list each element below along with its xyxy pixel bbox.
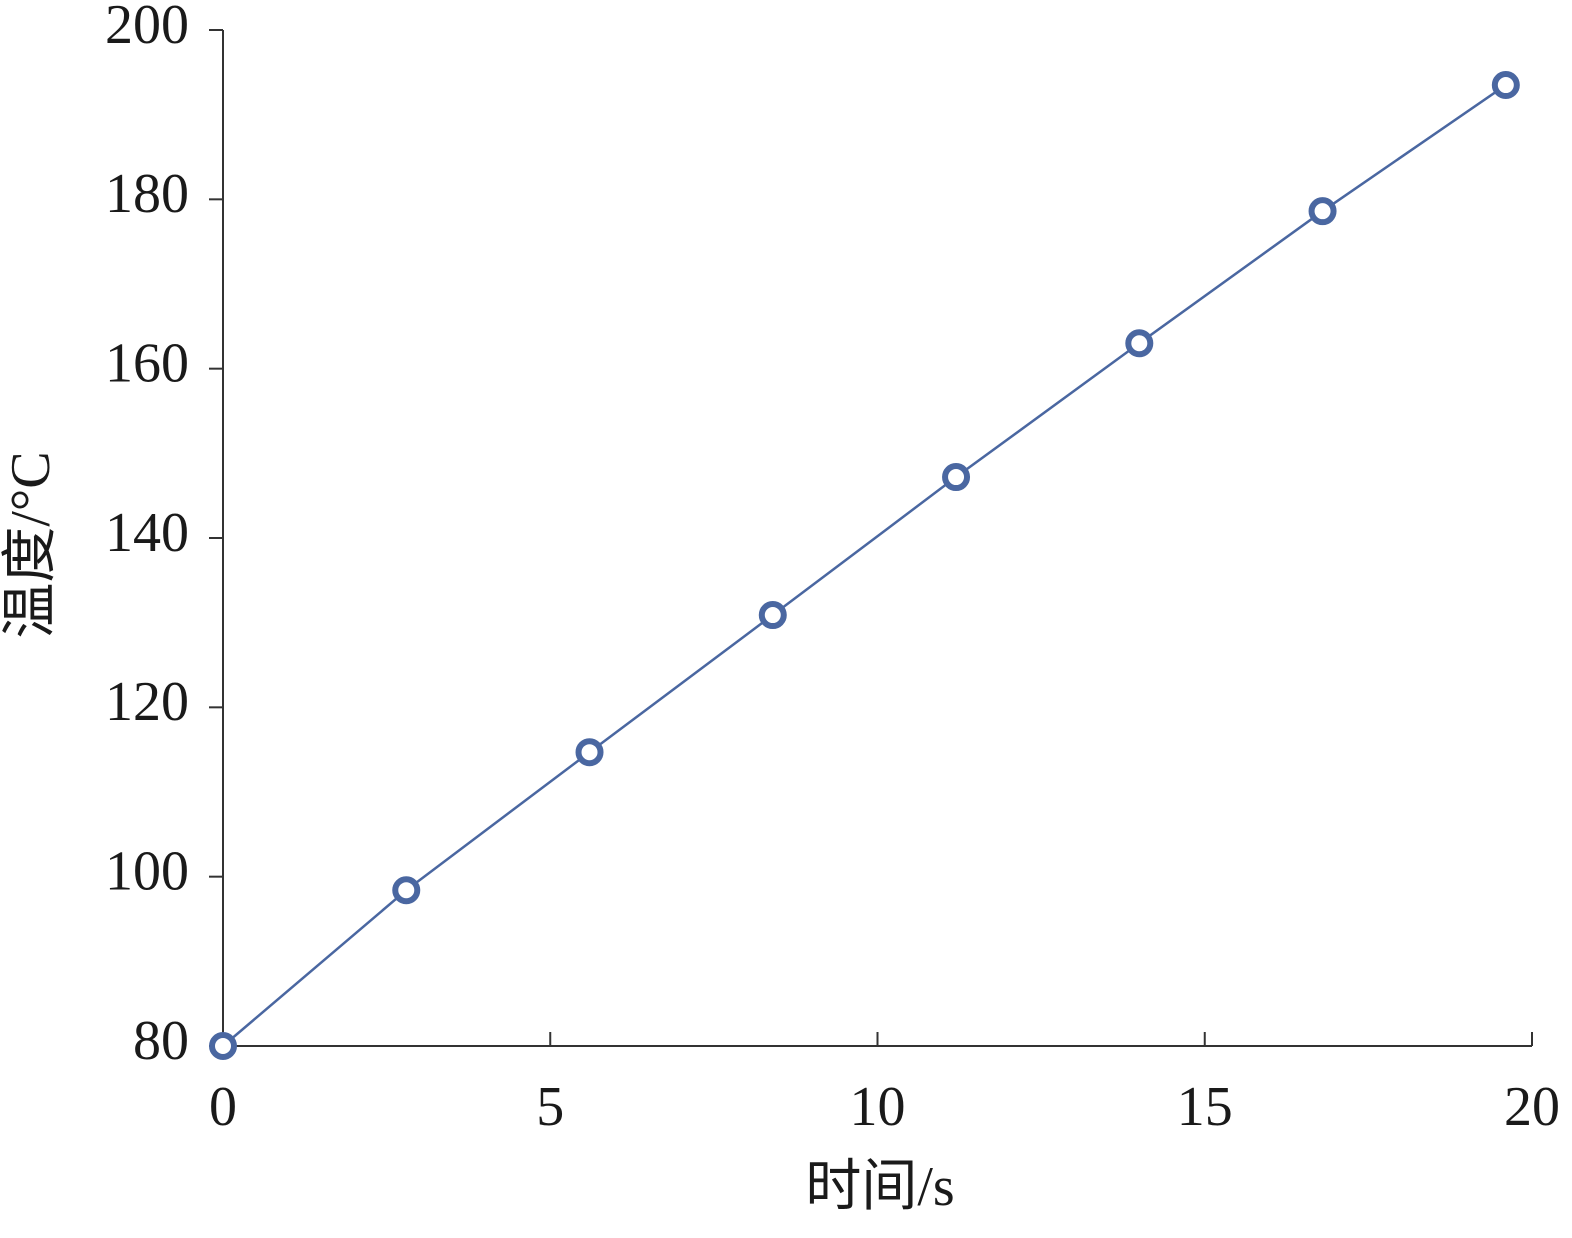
x-tick-label: 20 — [1504, 1076, 1560, 1138]
y-tick-label: 200 — [105, 0, 189, 56]
y-tick-label: 160 — [105, 333, 189, 395]
data-point — [758, 601, 787, 630]
series-line — [222, 84, 1507, 1047]
y-tick-label: 80 — [133, 1010, 189, 1072]
data-point — [392, 876, 421, 905]
x-tick-label: 10 — [850, 1076, 906, 1138]
y-tick-label: 140 — [105, 502, 189, 564]
y-axis-label: 温度/°C — [0, 451, 62, 638]
data-point — [1308, 197, 1337, 226]
data-point — [1491, 71, 1520, 100]
data-point — [575, 738, 604, 767]
data-point — [1125, 329, 1154, 358]
x-tick-label: 15 — [1177, 1076, 1233, 1138]
x-tick-label: 0 — [209, 1076, 237, 1138]
x-tick-label: 5 — [536, 1076, 564, 1138]
x-axis-label: 时间/s — [805, 1156, 954, 1218]
y-tick-label: 100 — [105, 841, 189, 903]
data-point — [942, 463, 971, 492]
y-tick-label: 120 — [105, 671, 189, 733]
y-tick-label: 180 — [105, 163, 189, 225]
data-point — [209, 1032, 237, 1060]
